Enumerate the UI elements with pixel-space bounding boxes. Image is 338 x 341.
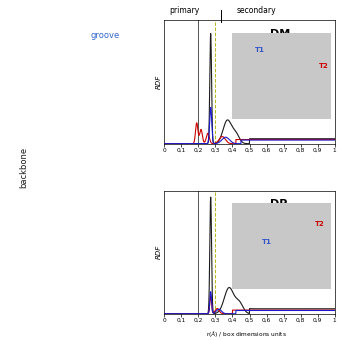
Y-axis label: RDF: RDF — [155, 245, 162, 259]
Text: secondary: secondary — [237, 6, 277, 15]
Text: DP: DP — [270, 199, 287, 209]
Text: r($\AA$) / box dimensions units: r($\AA$) / box dimensions units — [206, 329, 287, 339]
Text: groove: groove — [91, 31, 120, 40]
Text: backbone: backbone — [20, 147, 29, 188]
Y-axis label: RDF: RDF — [155, 75, 162, 89]
Text: DM: DM — [270, 29, 290, 39]
Text: primary: primary — [169, 6, 199, 15]
